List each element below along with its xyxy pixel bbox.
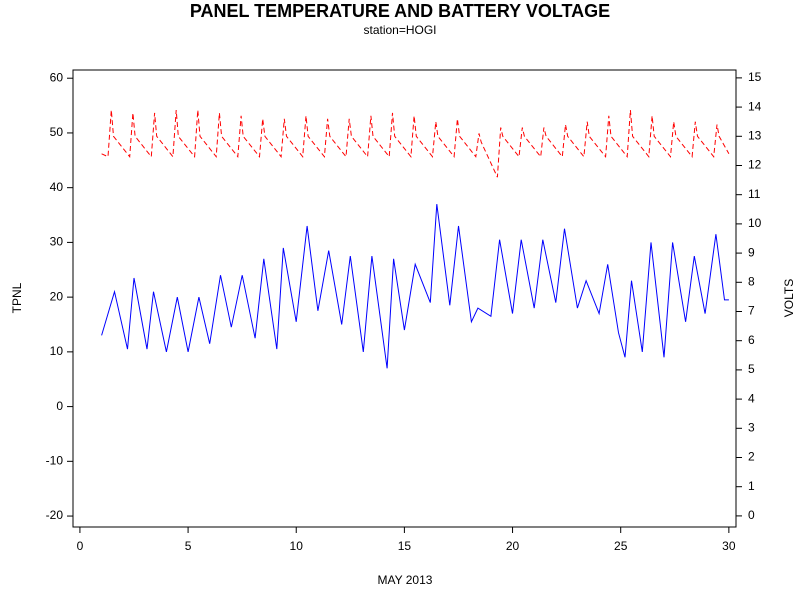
y-tick-label: 50 (50, 125, 64, 139)
chart-title: PANEL TEMPERATURE AND BATTERY VOLTAGE (190, 1, 610, 21)
y-tick-label: 30 (50, 235, 64, 249)
y2-tick-label: 1 (748, 479, 755, 493)
x-tick-label: 25 (614, 539, 628, 553)
y2-axis-label: VOLTS (782, 279, 796, 317)
x-tick-label: 20 (506, 539, 520, 553)
y2-tick-label: 2 (748, 450, 755, 464)
y2-tick-label: 0 (748, 508, 755, 522)
y2-tick-label: 7 (748, 304, 755, 318)
y2-tick-label: 10 (748, 216, 762, 230)
y2-tick-label: 15 (748, 70, 762, 84)
chart-subtitle: station=HOGI (363, 23, 436, 37)
x-tick-label: 30 (722, 539, 736, 553)
plot-frame (72, 69, 737, 528)
y-tick-label: 0 (56, 399, 63, 413)
y2-tick-label: 3 (748, 420, 755, 434)
x-tick-label: 0 (77, 539, 84, 553)
y-tick-label: 40 (50, 180, 64, 194)
y-tick-label: 20 (50, 289, 64, 303)
y-tick-label: -20 (46, 508, 64, 522)
y2-tick-label: 6 (748, 333, 755, 347)
x-tick-label: 15 (398, 539, 412, 553)
y-axis-label: TPNL (10, 282, 24, 313)
x-tick-label: 10 (290, 539, 304, 553)
x-tick-label: 5 (185, 539, 192, 553)
y2-tick-label: 11 (748, 187, 761, 201)
y2-tick-label: 5 (748, 362, 755, 376)
y2-tick-label: 9 (748, 245, 755, 259)
x-axis-label: MAY 2013 (378, 573, 433, 587)
y2-tick-label: 13 (748, 128, 762, 142)
y2-tick-label: 4 (748, 391, 755, 405)
y-tick-label: 60 (50, 70, 64, 84)
y-tick-label: 10 (50, 344, 64, 358)
y2-tick-label: 8 (748, 274, 755, 288)
data-line (101, 204, 729, 369)
data-line (101, 109, 730, 178)
y2-tick-label: 12 (748, 158, 762, 172)
y2-tick-label: 14 (748, 99, 762, 113)
y-tick-label: -10 (46, 453, 64, 467)
